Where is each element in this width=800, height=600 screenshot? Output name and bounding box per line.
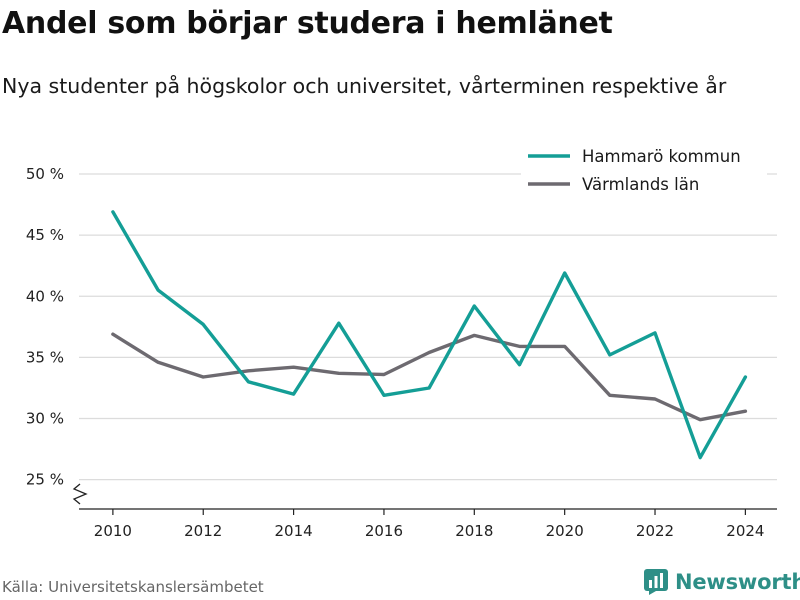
legend: Hammarö kommun Värmlands län: [521, 143, 767, 201]
y-tick-label: 25 %: [26, 471, 64, 489]
gridlines: [79, 173, 777, 481]
series-lines: [111, 210, 748, 460]
x-tick-label: 2024: [726, 522, 764, 540]
chart-title: Andel som börjar studera i hemlänet: [2, 6, 613, 41]
source-note: Källa: Universitetskanslersämbetet: [2, 578, 264, 596]
x-tick-label: 2022: [636, 522, 674, 540]
legend-label: Hammarö kommun: [582, 147, 741, 166]
x-tick-label: 2010: [94, 522, 132, 540]
x-tick-label: 2016: [365, 522, 403, 540]
series-line-v-rmlands-l-n: [111, 332, 748, 422]
y-tick-label: 40 %: [26, 287, 64, 305]
y-tick-label: 45 %: [26, 226, 64, 244]
bar-chart-icon: [644, 569, 668, 595]
x-tick-label: 2020: [546, 522, 584, 540]
y-tick-label: 35 %: [26, 348, 64, 366]
legend-background: [521, 143, 767, 201]
y-axis-break-marker: [72, 483, 88, 505]
x-tick-label: 2018: [455, 522, 493, 540]
series-line-hammar-kommun: [111, 210, 748, 460]
brand-name: Newsworthy: [675, 570, 800, 594]
brand-logo: Newsworthy: [644, 569, 800, 595]
axes: [72, 483, 777, 510]
x-tick-label: 2012: [184, 522, 222, 540]
y-tick-label: 30 %: [26, 410, 64, 428]
x-axis-ticks: 2010 2012 2014 2016 2018 2020 2022 2024: [94, 509, 764, 540]
x-tick-label: 2014: [275, 522, 313, 540]
chart-subtitle: Nya studenter på högskolor och universit…: [2, 74, 727, 98]
y-tick-label: 50 %: [26, 165, 64, 183]
legend-label: Värmlands län: [582, 175, 699, 194]
y-axis-ticks: 25 % 30 % 35 % 40 % 45 % 50 %: [26, 165, 64, 489]
